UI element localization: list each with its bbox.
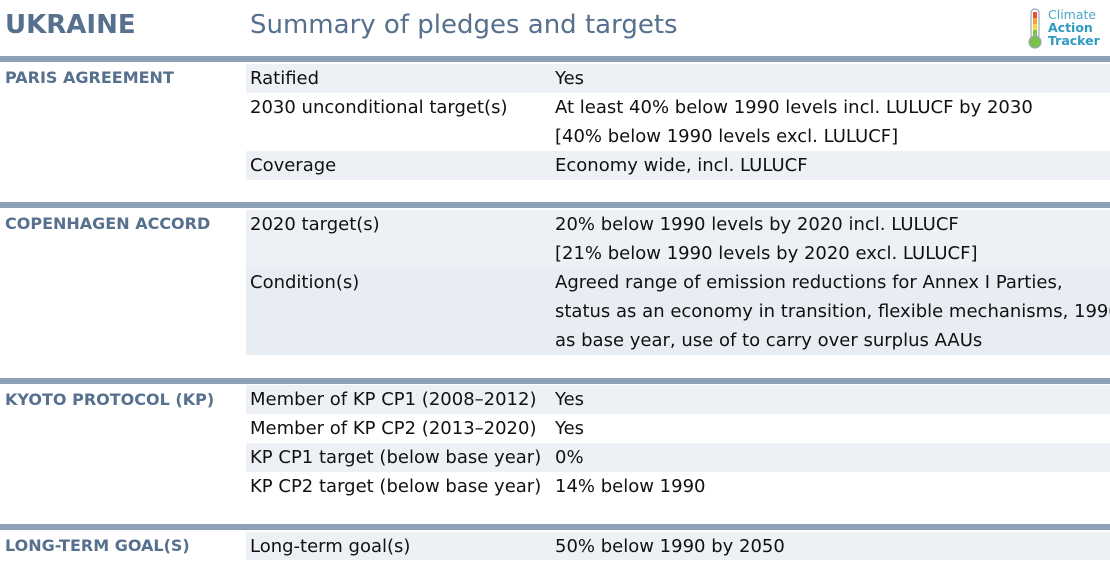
row-label: KP CP1 target (below base year) xyxy=(250,447,542,468)
row-label: Member of KP CP1 (2008–2012) xyxy=(250,389,537,410)
country-title: UKRAINE xyxy=(5,10,136,40)
row-value-line: as base year, use of to carry over surpl… xyxy=(555,330,983,351)
row-label: Long-term goal(s) xyxy=(250,536,411,557)
row-label: KP CP2 target (below base year) xyxy=(250,476,542,497)
table-row: 2020 target(s) 20% below 1990 levels by … xyxy=(246,210,1110,268)
row-value: Yes xyxy=(555,68,585,89)
page-subtitle: Summary of pledges and targets xyxy=(250,10,678,40)
row-value-line: [21% below 1990 levels by 2020 excl. LUL… xyxy=(555,243,978,264)
row-value: 50% below 1990 by 2050 xyxy=(555,536,785,557)
table-row: 2030 unconditional target(s) At least 40… xyxy=(246,93,1110,151)
thermometer-icon xyxy=(1028,8,1042,49)
section-title-copenhagen-accord: COPENHAGEN ACCORD xyxy=(5,214,211,233)
section-divider xyxy=(0,378,1110,384)
table-row: Member of KP CP2 (2013–2020) Yes xyxy=(246,414,1110,443)
row-value: Yes xyxy=(555,418,585,439)
row-value-line: 20% below 1990 levels by 2020 incl. LULU… xyxy=(555,214,959,235)
logo-text-action: Action xyxy=(1048,20,1093,35)
section-divider xyxy=(0,56,1110,62)
climate-action-tracker-logo: Climate Action Tracker xyxy=(1024,6,1110,50)
row-value-line: [40% below 1990 levels excl. LULUCF] xyxy=(555,126,899,147)
row-label: 2030 unconditional target(s) xyxy=(250,97,508,118)
row-value: Economy wide, incl. LULUCF xyxy=(555,155,808,176)
table-row: Member of KP CP1 (2008–2012) Yes xyxy=(246,385,1110,414)
row-label: 2020 target(s) xyxy=(250,214,380,235)
table-row: Ratified Yes xyxy=(246,64,1110,93)
row-label: Condition(s) xyxy=(250,272,360,293)
section-divider xyxy=(0,202,1110,208)
row-value: 14% below 1990 xyxy=(555,476,706,497)
table-row: KP CP2 target (below base year) 14% belo… xyxy=(246,472,1110,501)
row-value: 0% xyxy=(555,447,584,468)
table-row: Condition(s) Agreed range of emission re… xyxy=(246,268,1110,355)
row-label: Coverage xyxy=(250,155,337,176)
section-title-long-term-goals: LONG-TERM GOAL(S) xyxy=(5,536,190,555)
section-title-kyoto-protocol: KYOTO PROTOCOL (KP) xyxy=(5,390,215,409)
table-row: Long-term goal(s) 50% below 1990 by 2050 xyxy=(246,532,1110,560)
table-row: Coverage Economy wide, incl. LULUCF xyxy=(246,151,1110,180)
section-divider xyxy=(0,524,1110,530)
row-value-line: Agreed range of emission reductions for … xyxy=(555,272,1063,293)
row-value-line: status as an economy in transition, flex… xyxy=(555,301,1110,322)
row-value: Yes xyxy=(555,389,585,410)
row-label: Member of KP CP2 (2013–2020) xyxy=(250,418,537,439)
logo-text-tracker: Tracker xyxy=(1048,33,1100,48)
row-label: Ratified xyxy=(250,68,320,89)
section-title-paris-agreement: PARIS AGREEMENT xyxy=(5,68,174,87)
table-row: KP CP1 target (below base year) 0% xyxy=(246,443,1110,472)
logo-text-climate: Climate xyxy=(1048,7,1097,22)
row-value-line: At least 40% below 1990 levels incl. LUL… xyxy=(555,97,1033,118)
